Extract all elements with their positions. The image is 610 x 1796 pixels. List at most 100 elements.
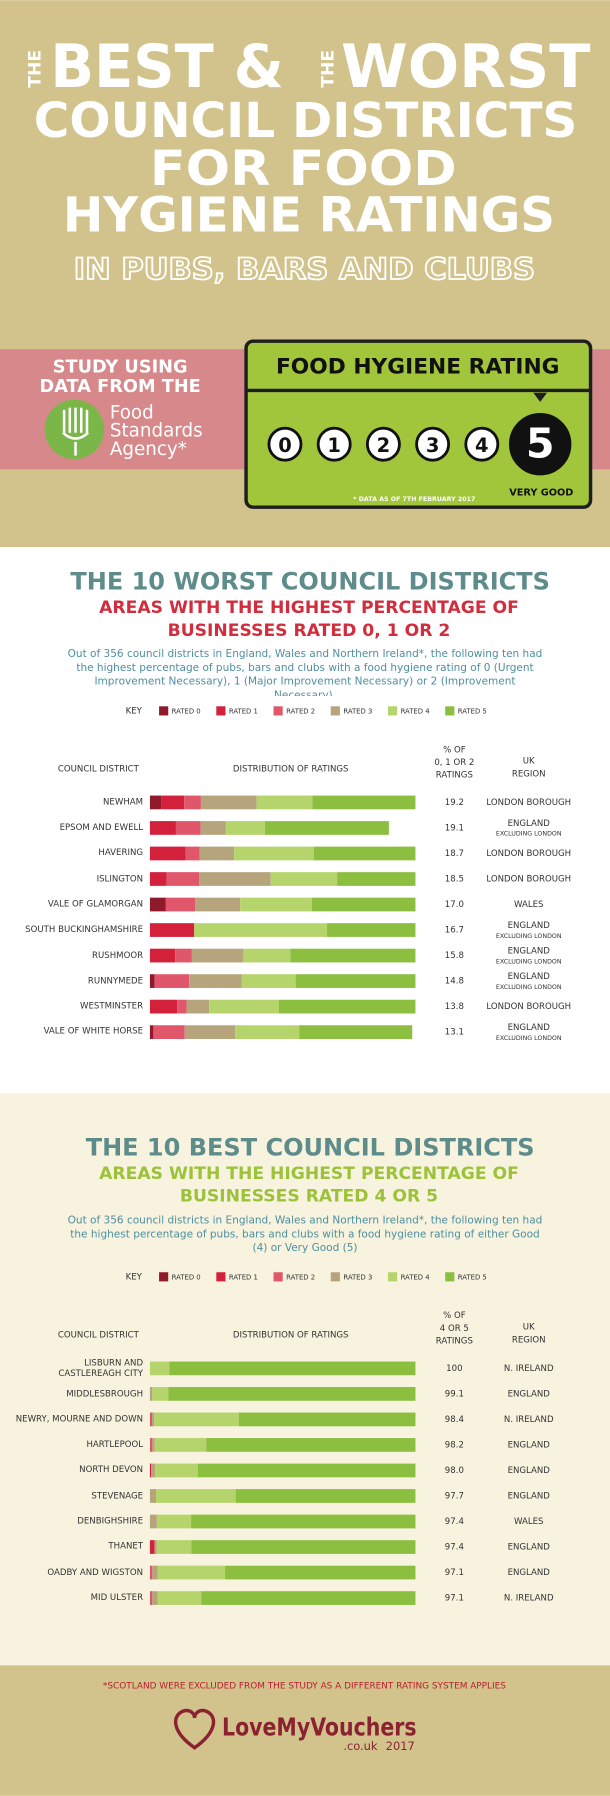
bar-segment [152, 1565, 158, 1580]
pct-label: 97.1 [445, 1594, 464, 1604]
bar-segment [149, 974, 155, 988]
chart-subtitle: BUSINESSES RATED 0, 1 OR 2 [168, 621, 451, 641]
legend-label: RATED 1 [229, 707, 258, 715]
category-label: MID ULSTER [90, 1592, 144, 1603]
category-label: VALE OF WHITE HORSE [43, 1026, 144, 1037]
category-label-box: NEWRY, MOURNE AND DOWN [16, 1414, 143, 1424]
bar-segment [199, 846, 235, 861]
category-label-box: RUSHMOOR [92, 949, 144, 960]
category-label-box: THANET [108, 1541, 143, 1551]
brand-domain: .co.uk [343, 1739, 378, 1753]
pct-label: 13.1 [445, 1028, 464, 1038]
category-label: RUSHMOOR [92, 949, 144, 960]
pct-label: 97.1 [445, 1568, 464, 1578]
category-label: ISLINGTON [96, 872, 144, 884]
footer-note: *SCOTLAND WERE EXCLUDED FROM THE STUDY A… [103, 1681, 506, 1691]
bar-segment [312, 795, 416, 810]
bar-segment [240, 897, 312, 912]
category-label-box: STEVENAGE [91, 1489, 144, 1501]
legend-key: KEY [126, 706, 143, 716]
category-label-box: NORTH DEVON [79, 1464, 144, 1475]
bar-segment [149, 1489, 157, 1503]
region-label: LONDON BOROUGH [486, 798, 571, 808]
title-line: COUNCIL DISTRICTS [34, 93, 578, 149]
bar-segment [154, 1540, 157, 1554]
column-header: UK [523, 757, 535, 767]
bar-segment [157, 1565, 226, 1580]
region-label: LONDON BOROUGH [486, 1002, 571, 1012]
bar-segment [184, 1025, 236, 1039]
study-text: DATA FROM THE [40, 377, 201, 397]
bar-segment [225, 821, 265, 835]
bar-segment [149, 1438, 153, 1452]
bar-segment [290, 948, 416, 963]
bar-segment [225, 1565, 416, 1580]
agency-text: Agency* [110, 439, 187, 460]
bar-segment [209, 999, 279, 1014]
category-label-box: VALE OF WHITE HORSE [43, 1026, 144, 1037]
pct-label: 13.8 [445, 1002, 464, 1012]
chart-description: Out of 356 council districts in England,… [67, 1213, 543, 1254]
legend-swatch [330, 706, 340, 716]
category-label-box: NEWHAM [103, 797, 143, 807]
rating-digit: 5 [526, 420, 555, 468]
category-label: HARTLEPOOL [86, 1438, 144, 1450]
agency-text: Food [110, 402, 154, 423]
bar-segment [149, 1540, 155, 1554]
bar-segment [186, 999, 210, 1014]
bar-segment [149, 1514, 157, 1529]
bar-segment [152, 1412, 155, 1427]
region-label: N. IRELAND [504, 1364, 554, 1374]
bar-segment [154, 1438, 207, 1452]
category-label-box: WESTMINSTER [80, 1000, 144, 1011]
bar-segment [149, 923, 195, 937]
chart-description: Out of 356 council districts in England,… [67, 647, 543, 697]
bar-segment [154, 1412, 239, 1427]
study-text: STUDY USING [53, 358, 188, 378]
bar-segment [243, 948, 291, 963]
pct-label: 98.4 [445, 1415, 464, 1425]
legend-swatch [159, 706, 169, 716]
region-label: ENGLAND [508, 1466, 551, 1476]
rating-title: FOOD HYGIENE RATING [276, 355, 560, 380]
bar-segment [200, 821, 226, 835]
rating-circle [509, 413, 572, 476]
region-label: WALES [514, 1517, 544, 1527]
brand-heart [173, 1708, 216, 1750]
bar-segment [175, 821, 201, 835]
category-label: STEVENAGE [91, 1489, 144, 1501]
legend-swatch [445, 1272, 455, 1282]
rating-circle [464, 426, 500, 462]
agency-text: Standards [110, 421, 203, 442]
category-label: NORTH DEVON [79, 1464, 144, 1475]
bar-segment [149, 1025, 154, 1039]
pct-label: 97.4 [445, 1517, 464, 1527]
category-label: WESTMINSTER [80, 1000, 144, 1011]
region-label: N. IRELAND [504, 1415, 554, 1425]
legend-label: RATED 3 [343, 1273, 372, 1281]
pct-label: 19.1 [445, 823, 464, 833]
bar-segment [191, 1540, 416, 1554]
bar-segment [149, 872, 167, 886]
bar-segment [238, 1412, 416, 1427]
chart-description-box: Out of 356 council districts in England,… [67, 1213, 543, 1254]
column-header: DISTRIBUTION OF RATINGS [233, 765, 349, 775]
region-label: LONDON BOROUGH [486, 849, 571, 859]
category-label-box: EPSOM AND EWELL [60, 822, 143, 832]
legend-label: RATED 2 [286, 707, 315, 715]
bar-segment [169, 1361, 416, 1376]
legend-swatch [330, 1272, 340, 1282]
chart-subtitle: AREAS WITH THE HIGHEST PERCENTAGE OF [99, 1164, 519, 1184]
region-note: EXCLUDING LONDON [496, 933, 562, 940]
column-header: 0, 1 OR 2 [434, 758, 474, 768]
bar-segment [270, 872, 338, 886]
chart-subtitle: AREAS WITH THE HIGHEST PERCENTAGE OF [99, 598, 519, 618]
category-label: MIDDLESBROUGH [66, 1387, 144, 1399]
pct-label: 15.8 [445, 951, 464, 961]
bar-segment [313, 846, 416, 861]
title-the: THE [318, 50, 338, 88]
bar-segment [149, 999, 178, 1014]
rating-digit: 2 [377, 434, 391, 457]
bar-segment [149, 795, 162, 810]
